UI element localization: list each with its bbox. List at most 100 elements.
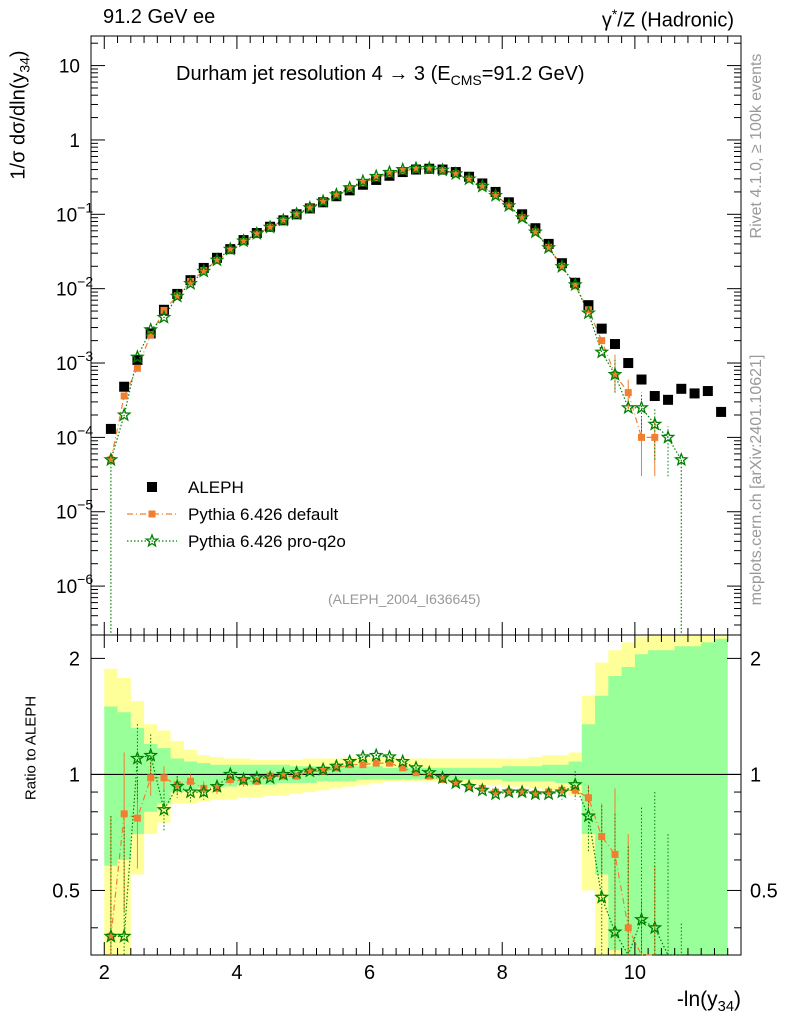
aleph-point xyxy=(105,423,116,434)
ratio-proq2o-point xyxy=(607,924,623,939)
ratio-default-point xyxy=(306,767,314,775)
y-tick-label: 10 xyxy=(59,57,80,78)
ratio-default-point xyxy=(452,779,460,787)
default-point xyxy=(332,191,340,199)
axis-ticks: 2 4 6 8 10 10 1 10−1 10−2 10−3 10−4 10−5 10−6 0.5 0.5 1… xyxy=(52,36,778,984)
ratio-proq2o-point xyxy=(342,753,358,768)
proq2o-point xyxy=(448,165,464,181)
header-left: 91.2 GeV ee xyxy=(103,6,216,28)
legend-label: Pythia 6.426 default xyxy=(188,505,339,524)
default-point xyxy=(186,277,194,285)
proq2o-point xyxy=(235,233,252,248)
proq2o-point xyxy=(143,321,159,337)
ratio-proq2o-point xyxy=(421,764,437,780)
ratio-proq2o-point xyxy=(355,749,371,764)
ratio-y-tick-label-left: 1 xyxy=(69,764,80,786)
aleph-point xyxy=(583,300,594,311)
default-point xyxy=(598,337,606,345)
ratio-default-point xyxy=(385,759,393,767)
ratio-proq2o-point xyxy=(514,784,530,799)
ratio-proq2o-point xyxy=(435,769,450,785)
aleph-point xyxy=(649,391,660,402)
axes-frames xyxy=(90,35,742,956)
proq2o-point xyxy=(527,224,543,239)
ratio-proq2o-point xyxy=(249,769,265,785)
ratio-proq2o-point xyxy=(382,749,397,764)
ratio-proq2o-point xyxy=(116,928,132,943)
proq2o-point xyxy=(382,164,397,179)
proq2o-point xyxy=(580,305,597,320)
aleph-point xyxy=(676,383,687,394)
proq2o-point xyxy=(395,161,411,176)
ratio-default-point xyxy=(279,772,287,780)
ratio-proq2o-point xyxy=(647,919,663,935)
ratio-default-point xyxy=(399,764,407,772)
proq2o-point xyxy=(408,160,424,175)
ratio-proq2o-point xyxy=(235,771,252,786)
ratio-proq2o-point xyxy=(554,784,570,799)
x-tick-label: 8 xyxy=(497,962,508,984)
default-point xyxy=(584,306,592,314)
default-point xyxy=(545,243,553,251)
proq2o-point xyxy=(209,252,225,267)
default-point xyxy=(240,238,248,246)
proq2o-point xyxy=(435,162,450,177)
ratio-proq2o-point xyxy=(580,808,597,823)
aleph-point xyxy=(702,386,713,397)
ratio-band-inner xyxy=(104,638,728,955)
ratio-proq2o-point xyxy=(222,766,238,781)
aleph-point xyxy=(530,223,541,234)
proq2o-point xyxy=(474,178,490,193)
aleph-point xyxy=(609,339,620,350)
ratio-proq2o-point xyxy=(634,911,649,927)
proq2o-point xyxy=(488,187,504,202)
ratio-default-point xyxy=(173,781,181,789)
proq2o-point xyxy=(634,399,649,415)
ratio-default-point xyxy=(571,786,579,794)
proq2o-point xyxy=(156,309,172,324)
default-point xyxy=(213,256,221,264)
proq2o-point xyxy=(249,225,265,240)
default-point xyxy=(266,223,274,231)
proq2o-point xyxy=(169,288,185,303)
ratio-default-point xyxy=(598,833,606,841)
ratio-proq2o-point xyxy=(328,758,344,773)
ratio-default-point xyxy=(293,772,301,780)
ratio-frame xyxy=(90,634,742,956)
plot-title: Durham jet resolution 4 → 3 (ECMS=91.2 G… xyxy=(176,63,585,88)
aleph-point xyxy=(689,388,700,399)
proq2o-point xyxy=(673,451,689,467)
ratio-default-point xyxy=(505,788,513,796)
ratio-default-point xyxy=(611,850,619,858)
aleph-point xyxy=(623,358,634,369)
default-point xyxy=(346,185,354,193)
data-series xyxy=(103,160,727,957)
analysis-tag: (ALEPH_2004_I636645) xyxy=(328,591,481,607)
ratio-default-point xyxy=(160,774,168,782)
default-point xyxy=(571,282,579,290)
ratio-proq2o-point xyxy=(541,785,557,801)
ratio-default-point xyxy=(412,769,420,777)
default-point xyxy=(173,292,181,300)
proq2o-point xyxy=(554,258,570,274)
proq2o-point xyxy=(222,241,238,256)
aleph-point xyxy=(716,406,727,417)
ratio-y-tick-label-right: 0.5 xyxy=(750,880,778,902)
ratio-proq2o-point xyxy=(156,801,172,816)
aleph-point xyxy=(119,381,130,392)
ratio-proq2o-point xyxy=(448,775,464,790)
aleph-point xyxy=(596,323,607,334)
ratio-default-point xyxy=(226,776,234,784)
default-point xyxy=(385,170,393,178)
proq2o-point xyxy=(620,399,636,415)
ratio-proq2o-point xyxy=(302,763,318,778)
aleph-point xyxy=(636,374,647,385)
proq2o-point xyxy=(541,239,557,255)
ratio-proq2o-point xyxy=(461,778,477,793)
default-point xyxy=(120,392,128,400)
ratio-proq2o-point xyxy=(143,747,159,762)
mcplots-label: mcplots.cern.ch [arXiv:2401.10621] xyxy=(748,354,765,606)
ratio-proq2o-point xyxy=(183,784,198,799)
y-tick-label: 10−4 xyxy=(56,422,93,449)
proq2o-line xyxy=(110,167,682,461)
